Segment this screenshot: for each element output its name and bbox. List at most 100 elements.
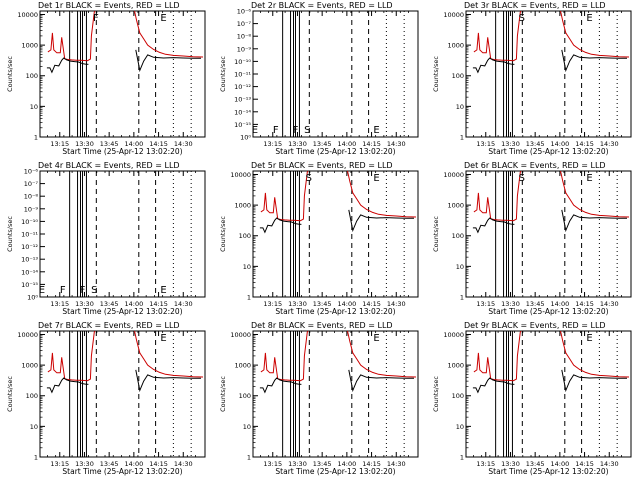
y-axis-label: Counts/sec xyxy=(219,56,227,92)
y-tick-label: 100 xyxy=(452,72,464,80)
y-tick-label: 100 xyxy=(26,392,38,400)
y-axis-label: Counts/sec xyxy=(219,376,227,412)
x-tick-label: 13:45 xyxy=(526,300,545,308)
panel-det-3r: Det 3r BLACK = Events, RED = LLD 13:15 13:… xyxy=(432,1,632,156)
panel-title: Det 2r BLACK = Events, RED = LLD xyxy=(251,1,393,10)
x-tick-label: 14:30 xyxy=(600,140,619,148)
y-tick-label: 1 xyxy=(247,294,251,302)
x-tick-label: 14:00 xyxy=(337,300,356,308)
flag-marker-label: E xyxy=(39,285,45,296)
y-tick-label: 1000 xyxy=(21,42,38,50)
x-tick-label: 14:15 xyxy=(362,460,381,468)
panel-det-7r: Det 7r BLACK = Events, RED = LLD 13:15 13:… xyxy=(6,321,206,476)
panel-title: Det 5r BLACK = Events, RED = LLD xyxy=(251,161,393,170)
panel-title: Det 6r BLACK = Events, RED = LLD xyxy=(464,161,606,170)
y-tick-label: 100 xyxy=(239,232,251,240)
x-tick-label: 14:00 xyxy=(550,300,569,308)
flag-marker-label: E xyxy=(586,333,592,344)
y-tick-label: 1000 xyxy=(447,362,464,370)
lld-series-line xyxy=(47,11,204,62)
y-tick-label: 10⁻¹² xyxy=(234,83,251,91)
y-tick-label: 10 xyxy=(30,103,38,111)
x-tick-label: 13:15 xyxy=(263,460,282,468)
events-series-line xyxy=(46,377,89,394)
panel-det-4r: Det 4r BLACK = Events, RED = LLD 13:15 13:… xyxy=(6,161,206,316)
y-tick-label: 10⁻¹⁵ xyxy=(21,281,38,289)
flag-marker-label: E xyxy=(373,125,379,136)
flag-marker-label: S xyxy=(519,173,525,184)
x-tick-label: 14:00 xyxy=(337,140,356,148)
x-axis-label: Start Time (25-Apr-12 13:02:20) xyxy=(275,467,395,476)
x-tick-label: 13:15 xyxy=(476,140,495,148)
x-tick-label: 13:30 xyxy=(501,300,520,308)
panel-title: Det 9r BLACK = Events, RED = LLD xyxy=(464,321,606,330)
x-tick-label: 13:15 xyxy=(50,300,69,308)
flag-marker-label: F xyxy=(60,285,66,296)
panel-det-8r: Det 8r BLACK = Events, RED = LLD 13:15 13:… xyxy=(219,321,419,476)
y-tick-label: 10 xyxy=(456,103,464,111)
y-tick-label: 10 xyxy=(243,263,251,271)
x-axis-label: Start Time (25-Apr-12 13:02:20) xyxy=(275,307,395,316)
y-tick-label: 10⁻¹⁴ xyxy=(234,108,251,116)
x-tick-label: 13:15 xyxy=(50,140,69,148)
x-tick-label: 13:30 xyxy=(288,300,307,308)
x-tick-label: 13:45 xyxy=(313,460,332,468)
y-tick-label: 1000 xyxy=(234,362,251,370)
y-tick-label: 100 xyxy=(452,232,464,240)
y-tick-label: 10⁻⁹ xyxy=(237,45,252,53)
x-tick-label: 14:30 xyxy=(387,460,406,468)
axes-frame xyxy=(465,10,632,138)
x-tick-label: 14:30 xyxy=(174,300,193,308)
events-series-line-late xyxy=(561,209,627,233)
x-tick-label: 14:30 xyxy=(600,460,619,468)
lld-series-line xyxy=(260,331,417,382)
x-tick-label: 13:30 xyxy=(75,460,94,468)
x-tick-label: 14:00 xyxy=(124,140,143,148)
y-tick-label: 10⁻¹⁰ xyxy=(21,218,38,226)
flag-marker-label: E xyxy=(586,13,592,24)
events-series-line xyxy=(472,217,515,234)
events-series-line xyxy=(46,57,89,74)
flag-marker-label: E xyxy=(252,125,258,136)
lld-series-line xyxy=(473,11,630,62)
x-axis-label: Start Time (25-Apr-12 13:02:20) xyxy=(488,467,608,476)
y-tick-label: 10⁻¹¹ xyxy=(234,71,251,79)
flag-marker-label: F xyxy=(273,125,279,136)
y-tick-label: 10000 xyxy=(230,331,251,339)
flag-marker-label: E xyxy=(160,13,166,24)
panel-title: Det 3r BLACK = Events, RED = LLD xyxy=(464,1,606,10)
y-tick-label: 10⁰ xyxy=(27,294,38,302)
events-series-line-late xyxy=(348,369,414,393)
axes-frame xyxy=(252,330,419,458)
y-tick-label: 10 xyxy=(456,263,464,271)
x-tick-label: 14:30 xyxy=(387,140,406,148)
x-tick-label: 13:30 xyxy=(288,460,307,468)
y-axis-label: Counts/sec xyxy=(432,56,440,92)
flag-marker-label: E xyxy=(160,333,166,344)
y-tick-label: 100 xyxy=(26,72,38,80)
x-tick-label: 13:45 xyxy=(100,460,119,468)
panel-title: Det 7r BLACK = Events, RED = LLD xyxy=(38,321,180,330)
flag-marker-label: S xyxy=(519,13,525,24)
x-tick-label: 14:15 xyxy=(149,140,168,148)
x-tick-label: 14:30 xyxy=(174,460,193,468)
x-tick-label: 14:15 xyxy=(575,300,594,308)
y-axis-label: Counts/sec xyxy=(432,216,440,252)
y-tick-label: 1 xyxy=(460,294,464,302)
x-tick-label: 13:45 xyxy=(526,460,545,468)
events-series-line xyxy=(472,377,515,394)
y-axis-label: Counts/sec xyxy=(6,216,14,252)
events-series-line-late xyxy=(348,209,414,233)
panel-title: Det 1r BLACK = Events, RED = LLD xyxy=(38,1,180,10)
flag-marker-label: S xyxy=(306,173,312,184)
y-tick-label: 10⁻⁶ xyxy=(237,8,252,16)
y-tick-label: 10⁻¹⁵ xyxy=(234,121,251,129)
x-tick-label: 13:30 xyxy=(75,300,94,308)
y-axis-label: Counts/sec xyxy=(432,376,440,412)
y-tick-label: 10000 xyxy=(443,11,464,19)
x-tick-label: 13:15 xyxy=(263,140,282,148)
axes-frame xyxy=(39,170,206,298)
x-tick-label: 13:15 xyxy=(476,300,495,308)
panel-det-6r: Det 6r BLACK = Events, RED = LLD 13:15 13:… xyxy=(432,161,632,316)
flag-marker-label: E xyxy=(586,173,592,184)
